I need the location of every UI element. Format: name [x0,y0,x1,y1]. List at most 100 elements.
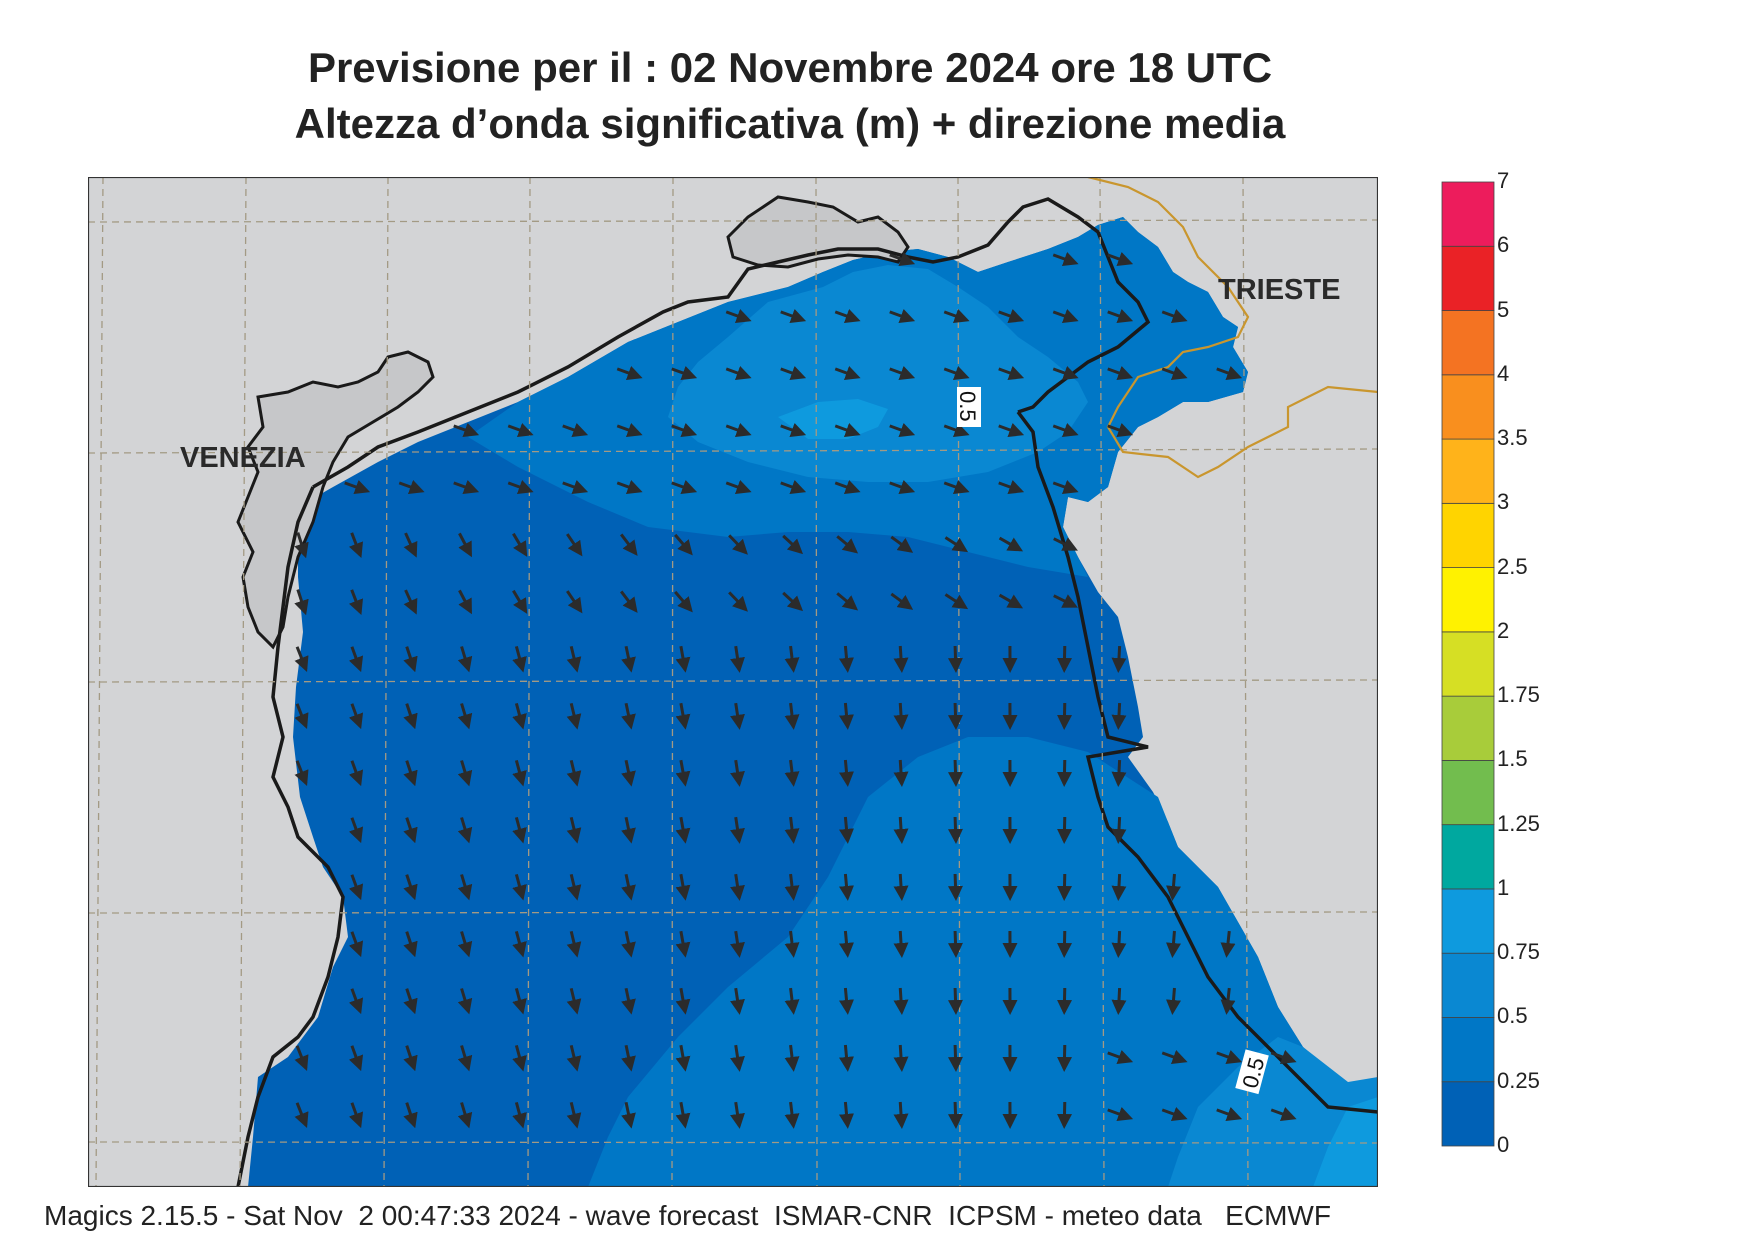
coastline-istria [1016,410,1378,1114]
wave-direction-arrow [725,308,752,324]
wave-direction-arrow [780,308,807,324]
wave-direction-arrow [728,591,748,612]
wave-direction-arrow [458,532,472,558]
wave-direction-arrow [403,703,418,730]
wave-direction-arrow [943,479,970,495]
color-legend [1441,181,1495,1147]
wave-direction-arrow [566,873,582,901]
wave-direction-arrow [348,703,364,730]
wave-direction-arrow [1111,759,1127,787]
wave-direction-arrow [1057,873,1072,901]
wave-direction-arrow [836,535,859,554]
wave-direction-arrow [1057,816,1072,844]
wave-direction-arrow [944,593,969,610]
wave-direction-arrow [512,931,527,958]
wave-direction-arrow [948,1044,963,1072]
legend-tick-label: 0 [1497,1132,1510,1157]
wave-direction-arrow [398,479,425,495]
wave-direction-arrow [512,703,527,730]
wave-direction-arrow [675,645,691,673]
wave-direction-arrow [730,930,745,958]
wave-direction-arrow [1052,251,1079,267]
legend-swatch [1441,374,1495,440]
wave-direction-arrow [1107,1049,1134,1065]
wave-direction-arrow [1161,308,1188,324]
legend-swatch [1441,438,1495,504]
wave-direction-arrow [839,873,854,901]
map-grid [88,177,1378,1187]
wave-direction-arrow [616,365,643,381]
wave-direction-arrow [507,422,534,438]
legend-swatch [1441,952,1495,1018]
wave-direction-arrow [562,422,589,438]
wave-direction-arrow [348,1045,364,1072]
wave-direction-arrow [1057,702,1072,730]
wave-direction-arrow [889,308,916,324]
contour-label-north: 0.5 [955,387,981,427]
wave-direction-arrow [562,479,589,495]
wave-direction-arrow [948,816,963,844]
wave-direction-arrow [1057,1101,1072,1129]
map-subtitle: Altezza d’onda significativa (m) + direz… [294,100,1286,147]
map-title: Previsione per il : 02 Novembre 2024 ore… [307,44,1273,91]
wave-direction-arrow [674,533,693,556]
wave-direction-arrow [889,251,916,267]
wave-direction-arrow [566,1044,582,1072]
wave-direction-arrow [834,365,861,381]
wave-direction-arrow [784,1044,800,1072]
wave-direction-arrow [512,532,528,557]
wave-direction-arrow [348,874,364,901]
wave-direction-arrow [458,589,472,615]
wave-direction-arrow [893,645,909,673]
wave-direction-arrow [784,702,800,730]
legend-swatch [1441,502,1495,569]
wave-direction-arrow [784,645,800,673]
wave-direction-arrow [834,422,861,438]
wave-direction-arrow [784,816,800,844]
wave-direction-arrow [675,759,691,787]
wave-direction-arrow [782,591,804,612]
legend-tick-label: 1.75 [1497,682,1540,708]
wave-direction-arrow [1216,365,1243,381]
wave-direction-arrow [675,702,691,730]
wave-direction-arrow [566,590,583,614]
wave-direction-arrow [839,1044,854,1072]
wave-direction-arrow [1161,1106,1188,1122]
legend-tick-label: 0.25 [1497,1067,1540,1093]
wave-direction-arrow [566,816,582,844]
wave-direction-arrow [1111,930,1127,958]
wave-direction-arrow [566,930,582,958]
wave-band-0.25-south [588,737,1378,1187]
wave-direction-arrow [457,703,473,730]
legend-swatch [1441,181,1495,247]
wave-direction-arrow [1053,537,1078,551]
wave-direction-arrow [834,308,861,324]
legend-swatch [1441,760,1495,826]
wave-direction-arrow [348,817,364,844]
wave-direction-arrow [1216,1106,1243,1122]
wave-direction-arrow [1111,816,1127,844]
wave-direction-arrow [889,365,916,381]
legend-swatch [1441,567,1495,633]
map-frame [88,177,1378,1187]
wave-direction-arrow [1057,759,1072,787]
wave-direction-arrow [834,479,861,495]
wave-direction-arrows [294,251,1297,1129]
wave-direction-arrow [620,533,638,556]
wave-direction-arrow [403,931,418,958]
legend-tick-label: 2.5 [1497,553,1528,579]
wave-direction-arrow [784,873,800,901]
wave-direction-arrow [294,1045,309,1071]
wave-direction-arrow [349,532,363,558]
wave-direction-arrow [1107,308,1134,324]
wave-direction-arrow [403,874,418,901]
wave-direction-arrow [1216,1049,1243,1065]
wave-direction-arrow [948,873,963,901]
wave-direction-arrow [998,308,1025,324]
legend-tick-label: 1.5 [1497,746,1528,772]
legend-tick-label: 5 [1497,296,1510,322]
legend-tick-label: 1 [1497,874,1510,900]
wave-direction-arrow [730,759,745,787]
wave-direction-arrow [836,592,859,611]
wave-band-0.5 [668,265,1088,482]
